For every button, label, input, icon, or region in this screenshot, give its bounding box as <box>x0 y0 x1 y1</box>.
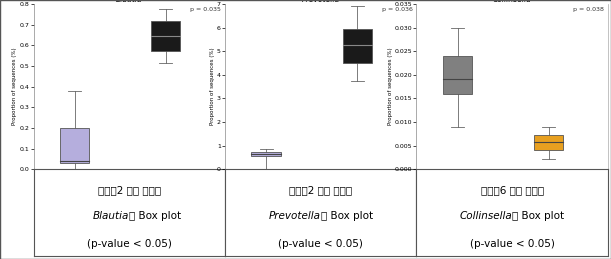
Text: Blautia: Blautia <box>93 211 130 221</box>
Title: Prevotella: Prevotella <box>302 0 340 4</box>
Text: p = 0.035: p = 0.035 <box>191 7 221 12</box>
Text: (p-value < 0.05): (p-value < 0.05) <box>87 239 172 249</box>
Y-axis label: Proportion of sequences (%): Proportion of sequences (%) <box>387 48 393 125</box>
Text: (p-value < 0.05): (p-value < 0.05) <box>470 239 555 249</box>
Title: Collinsella: Collinsella <box>493 0 532 4</box>
Bar <box>534 135 563 150</box>
Text: 쳄리굲2 그룹 주령간: 쳄리굲2 그룹 주령간 <box>98 185 161 195</box>
Text: Collinsella: Collinsella <box>459 211 512 221</box>
Y-axis label: Proportion of sequences (%): Proportion of sequences (%) <box>210 48 215 125</box>
Text: (p-value < 0.05): (p-value < 0.05) <box>279 239 363 249</box>
Bar <box>60 128 89 163</box>
Bar <box>443 56 472 94</box>
Bar <box>252 152 280 156</box>
Bar <box>151 21 180 52</box>
Text: p = 0.036: p = 0.036 <box>382 7 412 12</box>
Text: 쳄리굲6 그룹 주령간: 쳄리굲6 그룹 주령간 <box>481 185 544 195</box>
Text: 의 Box plot: 의 Box plot <box>130 211 181 221</box>
Text: 쳄리굲2 그룹 주령간: 쳄리굲2 그룹 주령간 <box>289 185 353 195</box>
Y-axis label: Proportion of sequences (%): Proportion of sequences (%) <box>12 48 18 125</box>
Title: Blautia: Blautia <box>116 0 142 4</box>
Bar <box>343 29 372 63</box>
Text: Prevotella: Prevotella <box>269 211 321 221</box>
Text: 의 Box plot: 의 Box plot <box>321 211 373 221</box>
Text: p = 0.038: p = 0.038 <box>573 7 604 12</box>
Text: 의 Box plot: 의 Box plot <box>512 211 565 221</box>
